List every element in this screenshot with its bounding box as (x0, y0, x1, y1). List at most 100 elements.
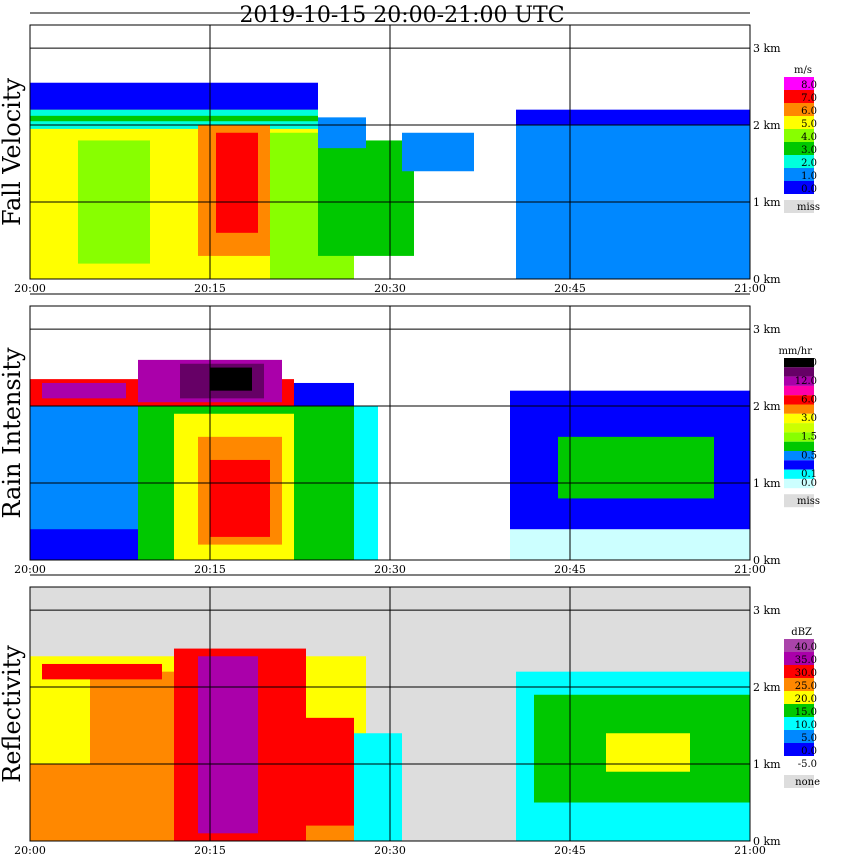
panel-rain-intensity: 0 km 1 km 2 km 3 km 20:00 20:15 20:30 20:45 21:0… (0, 293, 820, 576)
colorbar-swatch (784, 367, 814, 377)
colorbar-swatch (784, 129, 814, 142)
colorbar-swatch (784, 451, 814, 461)
y-tick-label: 2 km (753, 681, 781, 694)
colorbar-label: 0.5 (801, 450, 817, 461)
colorbar-label: 5.0 (801, 733, 817, 744)
x-tick-label: 20:30 (374, 563, 406, 576)
data-region (30, 115, 318, 122)
data-region (30, 406, 138, 530)
y-axis-label: Rain Intensity (0, 347, 26, 519)
data-region (354, 733, 402, 841)
data-region (402, 132, 474, 172)
colorbar-swatch (784, 432, 814, 442)
colorbar-swatch (784, 385, 814, 396)
panel-fall-velocity: 0 km 1 km 2 km 3 km 20:00 20:15 20:30 20:45 21:0… (0, 12, 820, 295)
colorbar-swatch (784, 704, 814, 717)
y-tick-label: 2 km (753, 400, 781, 413)
colorbar-label: 2.0 (801, 158, 817, 169)
y-tick-label: 0 km (753, 554, 781, 567)
colorbar-swatch (784, 168, 814, 181)
x-tick-label: 20:30 (374, 844, 406, 857)
chart-title: 2019-10-15 20:00-21:00 UTC (239, 3, 564, 28)
colorbar-label: 15.0 (795, 707, 817, 718)
colorbar-label: 5.0 (801, 119, 817, 130)
data-region (42, 382, 126, 399)
colorbar-label: 0.0 (801, 184, 817, 195)
data-region (516, 109, 750, 126)
y-axis-label: Reflectivity (0, 645, 26, 783)
x-tick-label: 20:45 (554, 844, 586, 857)
colorbar-label: 4.0 (801, 132, 817, 143)
colorbar-unit: mm/hr (778, 346, 812, 357)
x-tick-label: 20:15 (194, 844, 226, 857)
y-tick-label: 0 km (753, 273, 781, 286)
y-tick-label: 1 km (753, 196, 781, 209)
colorbar-label: 0.1 (801, 469, 817, 480)
x-tick-label: 20:30 (374, 282, 406, 295)
x-tick-label: 21:00 (734, 282, 766, 295)
y-tick-label: 3 km (753, 42, 781, 55)
colorbar-swatch (784, 116, 814, 129)
colorbar-unit: m/s (794, 65, 812, 76)
data-region (270, 717, 354, 826)
data-region (318, 117, 366, 149)
data-region (210, 367, 252, 391)
x-tick-label: 20:00 (14, 563, 46, 576)
x-tick-label: 20:15 (194, 282, 226, 295)
x-tick-label: 20:15 (194, 563, 226, 576)
plot-frame (29, 24, 751, 280)
colorbar-label: 7.0 (801, 93, 817, 104)
x-tick-label: 21:00 (734, 563, 766, 576)
data-region (516, 117, 750, 279)
colorbar-swatch (784, 652, 814, 665)
x-tick-label: 20:00 (14, 844, 46, 857)
colorbar-swatch (784, 441, 814, 451)
panels-group: 0 km 1 km 2 km 3 km 20:00 20:15 20:30 20:45 21:0… (0, 12, 820, 857)
colorbar-missing-swatch (784, 775, 814, 788)
plot-frame (29, 305, 751, 561)
colorbar-swatch (784, 743, 814, 756)
data-region (510, 529, 750, 560)
colorbar-swatch (784, 404, 814, 414)
colorbar-swatch (784, 423, 814, 433)
colorbar-swatch (784, 478, 814, 489)
colorbar-swatch (784, 730, 814, 743)
y-tick-label: 3 km (753, 604, 781, 617)
colorbar-missing-label: none (795, 777, 820, 788)
x-tick-label: 21:00 (734, 844, 766, 857)
colorbar-label: 30.0 (795, 668, 817, 679)
colorbar-swatch (784, 181, 814, 194)
colorbar-swatch (784, 358, 814, 368)
colorbar-label: 0.0 (801, 478, 817, 489)
y-tick-label: 0 km (753, 835, 781, 848)
colorbar-swatch (784, 469, 814, 479)
colorbar-label: 3.0 (801, 413, 817, 424)
data-region (198, 656, 258, 834)
colorbar-swatch (784, 413, 814, 424)
colorbar-label: 0.0 (801, 746, 817, 757)
colorbar-label: 1.0 (801, 171, 817, 182)
colorbar-swatch (784, 756, 814, 769)
colorbar-swatch (784, 691, 814, 704)
colorbar-label: 6.0 (801, 395, 817, 406)
colorbar-label: 8.0 (801, 80, 817, 91)
colorbar-label: 35.0 (795, 655, 817, 666)
colorbar-swatch (784, 376, 814, 386)
colorbar-swatch (784, 665, 814, 678)
data-region (30, 82, 318, 110)
colorbar-label: 40.0 (795, 642, 817, 653)
x-tick-label: 20:45 (554, 563, 586, 576)
colorbar-label: 25.0 (795, 681, 817, 692)
x-tick-label: 20:00 (14, 282, 46, 295)
panel-reflectivity: 0 km 1 km 2 km 3 km 20:00 20:15 20:30 20:45 21:0… (0, 574, 820, 857)
colorbar-missing-label: miss (797, 496, 820, 507)
data-region (210, 459, 270, 537)
colorbar-label: 20.0 (795, 694, 817, 705)
colorbar-missing-swatch (784, 494, 814, 508)
colorbar-missing-swatch (784, 200, 814, 213)
colorbar-label: 1.5 (801, 432, 817, 443)
colorbar-label: 10.0 (795, 720, 817, 731)
colorbar-swatch (784, 77, 814, 90)
colorbar-swatch (784, 717, 814, 730)
